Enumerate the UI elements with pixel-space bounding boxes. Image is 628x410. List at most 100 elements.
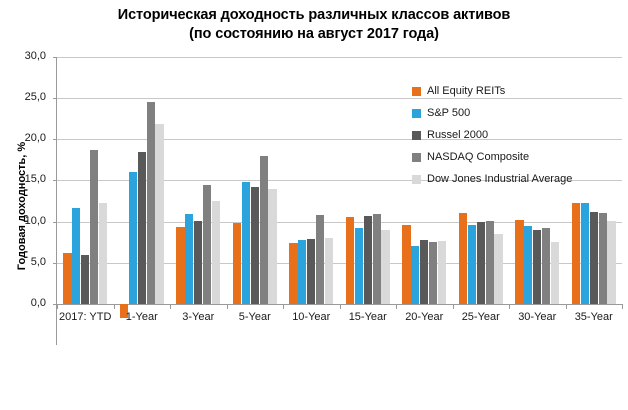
bar[interactable]: [476, 221, 485, 304]
bar-group: [170, 57, 227, 345]
gridline: [57, 57, 622, 58]
bar[interactable]: [146, 102, 155, 304]
legend-swatch-icon: [412, 174, 421, 184]
bar[interactable]: [176, 227, 185, 304]
bar-group: [283, 57, 340, 345]
bar-group: [114, 57, 171, 345]
bar[interactable]: [72, 208, 81, 304]
gridline: [57, 98, 622, 99]
bar[interactable]: [411, 246, 420, 304]
bar[interactable]: [458, 212, 468, 304]
bar-group: [396, 57, 453, 345]
x-axis-tick-mark: [57, 303, 58, 309]
legend-item[interactable]: S&P 500: [412, 102, 612, 124]
bar[interactable]: [580, 202, 589, 304]
legend-item[interactable]: All Equity REITs: [412, 80, 612, 102]
bar[interactable]: [289, 242, 298, 304]
x-axis-tick-mark: [452, 303, 454, 309]
bar[interactable]: [211, 201, 221, 304]
bar[interactable]: [524, 225, 533, 304]
bar[interactable]: [307, 238, 316, 304]
bar-group: [227, 57, 284, 345]
legend-swatch-icon: [412, 108, 421, 118]
bar-group: [509, 57, 566, 345]
x-axis-tick-label: 10-Year: [292, 310, 331, 323]
x-axis-tick-mark: [170, 303, 171, 309]
x-axis-tick-label: 3-Year: [182, 310, 215, 323]
chart-title-line-2: (по состоянию на август 2017 года): [189, 26, 439, 42]
bar[interactable]: [571, 202, 581, 304]
bar[interactable]: [437, 241, 447, 304]
x-axis-tick-label: 35-Year: [574, 310, 613, 323]
chart-title: Историческая доходность различных классо…: [0, 6, 628, 44]
x-axis-tick-mark: [509, 303, 510, 309]
legend-label: S&P 500: [427, 107, 471, 119]
bar[interactable]: [232, 223, 242, 304]
x-axis-tick-mark: [113, 303, 115, 309]
bar[interactable]: [542, 228, 551, 304]
gridline: [57, 180, 622, 181]
gridline: [57, 222, 622, 223]
bar[interactable]: [598, 213, 607, 304]
gridline: [57, 263, 622, 264]
bar[interactable]: [185, 214, 194, 304]
x-axis-tick-label: 15-Year: [348, 310, 387, 323]
legend-swatch-icon: [412, 152, 421, 162]
bar[interactable]: [363, 215, 372, 304]
bar[interactable]: [533, 229, 542, 304]
bar[interactable]: [589, 211, 598, 304]
bar[interactable]: [241, 182, 250, 304]
bar[interactable]: [81, 255, 90, 304]
x-axis-tick-mark: [565, 303, 567, 309]
y-axis-tick-label: 10,0: [24, 215, 46, 227]
bar[interactable]: [90, 150, 99, 304]
gridline: [57, 139, 622, 140]
bar[interactable]: [259, 155, 268, 304]
y-axis-tick-label: 30,0: [24, 50, 46, 62]
y-axis-tick-label: 5,0: [30, 256, 46, 268]
bar[interactable]: [420, 239, 429, 304]
bar[interactable]: [485, 220, 494, 304]
bar[interactable]: [298, 239, 307, 304]
bar[interactable]: [467, 224, 476, 304]
bar[interactable]: [402, 224, 411, 304]
bar[interactable]: [354, 228, 363, 304]
x-axis-tick-mark: [339, 303, 341, 309]
y-axis-tick-mark: [53, 180, 57, 181]
bar[interactable]: [550, 242, 560, 304]
legend-item[interactable]: Russel 2000: [412, 124, 612, 146]
bar[interactable]: [128, 172, 137, 304]
plot-area: 0,0 5,0 10,0 15,0 20,0 25,0 30,0 2017: YTD 1-Ye…: [25, 51, 623, 345]
x-axis-tick-mark: [396, 303, 397, 309]
bar[interactable]: [324, 238, 334, 304]
y-axis-tick-mark: [53, 57, 57, 58]
bar[interactable]: [316, 215, 325, 304]
bar[interactable]: [98, 202, 108, 304]
bar[interactable]: [63, 252, 72, 304]
y-axis-tick-label: 20,0: [24, 132, 46, 144]
bar[interactable]: [515, 219, 524, 304]
legend-item[interactable]: NASDAQ Composite: [412, 146, 612, 168]
x-axis-tick-label: 30-Year: [518, 310, 557, 323]
bar[interactable]: [372, 214, 381, 304]
y-axis-tick-mark: [53, 222, 57, 223]
chart-title-line-1: Историческая доходность различных классо…: [117, 7, 511, 23]
bar[interactable]: [250, 187, 259, 304]
legend-item[interactable]: Dow Jones Industrial Average: [412, 168, 612, 190]
bar[interactable]: [194, 220, 203, 304]
bar[interactable]: [268, 189, 277, 304]
x-axis-tick-label: 25-Year: [461, 310, 500, 323]
bar[interactable]: [203, 184, 212, 304]
bar[interactable]: [155, 124, 164, 304]
bar[interactable]: [345, 216, 355, 304]
y-axis-tick-label: 15,0: [24, 173, 46, 185]
bar[interactable]: [119, 303, 129, 318]
bar-group: [340, 57, 397, 345]
bar[interactable]: [381, 229, 390, 304]
bar[interactable]: [137, 151, 146, 304]
bar[interactable]: [494, 233, 503, 304]
bar[interactable]: [607, 220, 616, 304]
legend-label: Dow Jones Industrial Average: [427, 173, 573, 185]
bar-group: [57, 57, 114, 345]
bar[interactable]: [429, 242, 438, 304]
